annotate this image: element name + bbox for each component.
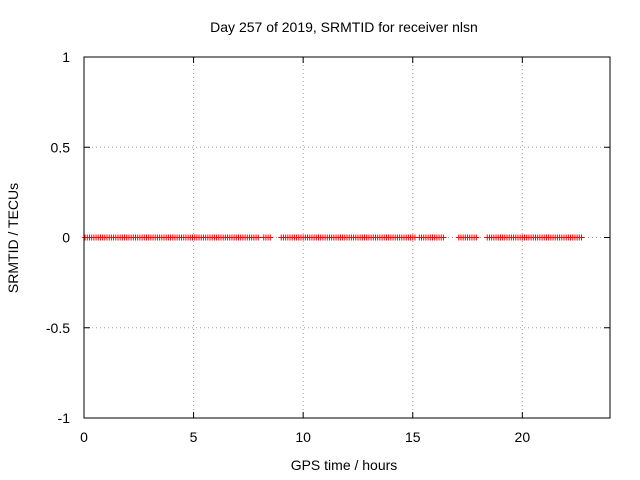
y-axis-label: SRMTID / TECUs [5,183,21,293]
data-point [440,234,447,241]
data-points [82,234,585,241]
data-point [578,234,585,241]
x-tick-label: 15 [405,429,421,445]
y-tick-label: -1 [58,410,71,426]
x-tick-label: 0 [80,429,88,445]
y-tick-label: 0 [62,230,70,246]
plot-frame [83,56,611,419]
data-point [267,234,274,241]
x-axis-label: GPS time / hours [291,457,398,473]
y-tick-label: 1 [62,49,70,65]
x-tick-label: 20 [515,429,531,445]
x-tick-label: 10 [295,429,311,445]
x-tick-label: 5 [190,429,198,445]
chart-title: Day 257 of 2019, SRMTID for receiver nls… [210,19,478,35]
data-point [255,234,262,241]
y-tick-label: 0.5 [51,139,71,155]
y-tick-label: -0.5 [46,320,70,336]
data-point [473,234,480,241]
